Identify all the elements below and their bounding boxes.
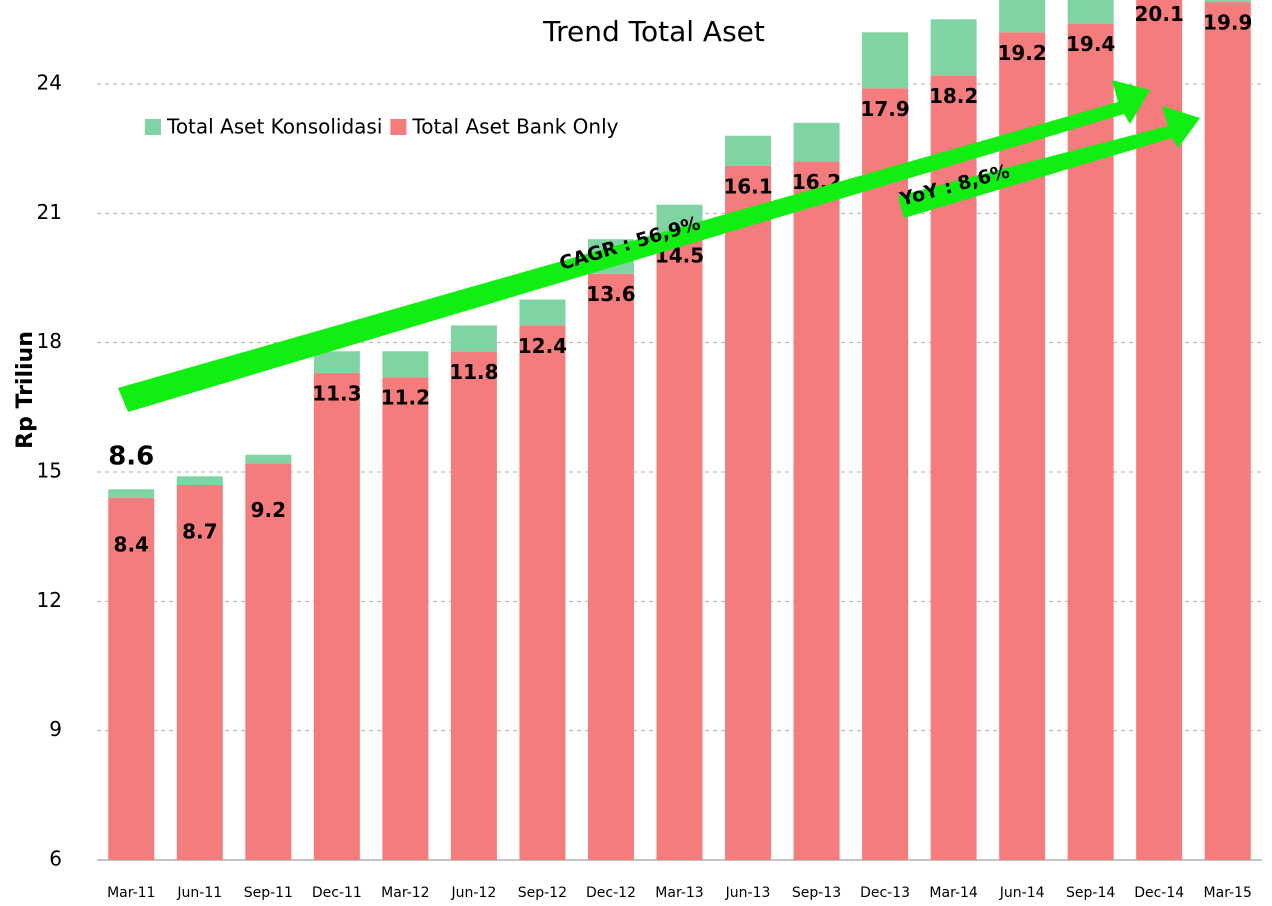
bar-segment	[725, 165, 772, 860]
bar-segment	[999, 0, 1046, 33]
bar-segment	[862, 88, 909, 861]
data-label: 20.1	[1135, 2, 1184, 26]
data-label: 11.3	[312, 381, 361, 405]
x-tick-label: Sep-14	[1066, 885, 1115, 901]
legend-swatch	[145, 119, 161, 135]
y-tick-label: 6	[49, 847, 62, 871]
bar-segment	[793, 122, 840, 162]
x-tick-label: Sep-12	[518, 885, 567, 901]
bar-segment	[1067, 0, 1114, 24]
bar-segment	[382, 351, 429, 378]
data-label: 12.4	[518, 334, 567, 358]
bar-segment	[587, 273, 634, 860]
data-label: 11.8	[449, 360, 498, 384]
data-label: 8.4	[114, 532, 149, 556]
data-label: 11.2	[381, 386, 430, 410]
bar-segment	[656, 234, 703, 860]
bar-segment	[519, 299, 566, 326]
y-tick-label: 21	[37, 200, 62, 224]
bar-segment	[1204, 2, 1251, 861]
x-tick-label: Mar-14	[929, 885, 977, 901]
data-label: 8.7	[182, 519, 217, 543]
bar-segment	[999, 32, 1046, 861]
bar-segment	[450, 351, 497, 860]
bar-segment	[519, 325, 566, 860]
legend-label: Total Aset Bank Only	[411, 115, 618, 139]
data-label: 19.4	[1066, 32, 1115, 56]
x-tick-label: Mar-13	[655, 885, 703, 901]
y-tick-label: 18	[37, 329, 62, 353]
x-tick-label: Sep-11	[244, 885, 293, 901]
bar-segment	[725, 135, 772, 166]
chart-title: Trend Total Aset	[542, 15, 765, 48]
bar-segment	[245, 463, 292, 860]
plot-area: 6 9 12 15 18 21 24 Mar-11 8.4 Jun-11 8.7 Sep-11 9.2 D…	[37, 0, 1262, 901]
y-tick-label: 12	[37, 588, 62, 612]
y-axis-label: Rp Triliun	[13, 331, 38, 449]
x-tick-label: Sep-13	[792, 885, 841, 901]
bar-segment	[176, 476, 223, 485]
bar-segment	[450, 325, 497, 352]
data-label: 17.9	[860, 97, 909, 121]
y-tick-label: 24	[37, 71, 62, 95]
cagr-arrow	[118, 80, 1150, 412]
bar-segment	[1204, 0, 1251, 3]
x-tick-label: Jun-14	[999, 885, 1045, 901]
data-label: 19.9	[1203, 11, 1252, 35]
y-tick-label: 15	[37, 459, 62, 483]
x-tick-label: Dec-14	[1134, 885, 1184, 901]
legend-swatch	[390, 119, 407, 135]
yoy-arrow	[898, 106, 1200, 218]
y-tick-label: 9	[49, 717, 62, 741]
total-label: 19.5	[922, 0, 986, 2]
x-tick-label: Jun-13	[725, 885, 771, 901]
x-tick-label: Dec-13	[860, 885, 910, 901]
x-tick-label: Dec-12	[586, 885, 636, 901]
data-label: 13.6	[586, 282, 635, 306]
bar-segment	[382, 377, 429, 860]
bar-segment	[108, 497, 155, 860]
x-tick-label: Mar-12	[381, 885, 429, 901]
bar-segment	[930, 19, 977, 76]
bar-segment	[862, 32, 909, 89]
data-label: 16.1	[723, 174, 772, 198]
x-tick-label: Mar-15	[1204, 885, 1252, 901]
total-label: 8.6	[108, 442, 154, 472]
bar-segment	[245, 454, 292, 464]
data-label: 18.2	[929, 84, 978, 108]
x-tick-label: Jun-11	[176, 885, 222, 901]
bar-segment	[313, 351, 360, 373]
x-tick-label: Dec-11	[312, 885, 362, 901]
x-tick-label: Jun-12	[451, 885, 497, 901]
bar-segment	[108, 489, 155, 498]
data-label: 19.2	[997, 41, 1046, 65]
bar-segment	[793, 161, 840, 861]
bar-segment	[313, 372, 360, 860]
data-label: 9.2	[251, 498, 286, 522]
legend-label: Total Aset Konsolidasi	[166, 115, 382, 139]
x-tick-label: Mar-11	[107, 885, 155, 901]
bar-segment	[176, 484, 223, 860]
